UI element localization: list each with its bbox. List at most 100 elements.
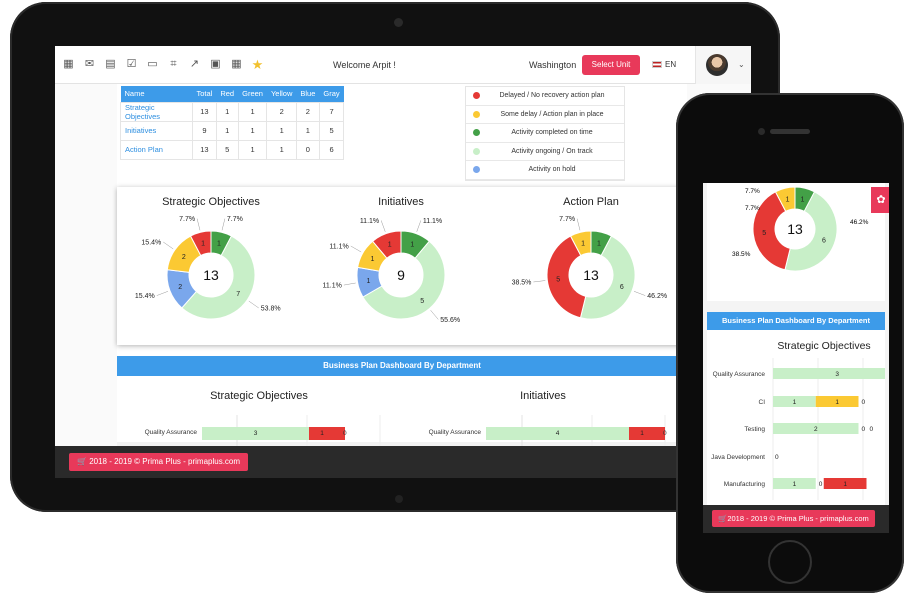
legend-item: Activity completed on time: [466, 124, 624, 143]
col-header: Green: [238, 86, 267, 102]
mail-icon[interactable]: ✉: [84, 58, 95, 70]
bar-segment: [309, 427, 345, 440]
bar-value: 1: [793, 481, 797, 488]
donut-label: 7.7%: [745, 188, 760, 195]
id-card-icon[interactable]: ▤: [105, 58, 116, 70]
slice-value: 1: [597, 240, 601, 247]
dept-label: Testing: [744, 426, 765, 433]
select-unit-button[interactable]: Select Unit: [582, 55, 640, 75]
legend-item: Delayed / No recovery action plan: [466, 87, 624, 106]
label-leader: [576, 218, 581, 231]
donut-slice[interactable]: [784, 191, 838, 272]
donut-slice[interactable]: [372, 230, 402, 259]
dept-chart-title: Initiatives: [520, 390, 566, 402]
star-icon[interactable]: ★: [251, 57, 264, 72]
slice-value: 1: [786, 196, 790, 203]
dept-label: Quality Assurance: [712, 371, 765, 378]
donut-slice[interactable]: [752, 191, 791, 271]
trend-icon[interactable]: ↗: [189, 58, 200, 70]
donut-slice[interactable]: [181, 235, 256, 320]
message-icon[interactable]: ▭: [147, 58, 158, 70]
donut-slice[interactable]: [579, 235, 636, 320]
bar-segment[interactable]: [823, 478, 867, 489]
table-cell: 1: [295, 120, 320, 141]
bar-value: 1: [793, 399, 797, 406]
table-cell: 13: [192, 139, 217, 160]
percent-label: 15.4%: [135, 293, 155, 300]
donut-slice[interactable]: [569, 230, 592, 257]
bar-segment[interactable]: [773, 423, 859, 434]
bar-segment[interactable]: [773, 396, 816, 407]
slice-value: 1: [388, 241, 392, 248]
slice-value: 1: [201, 240, 205, 247]
slice-value: 5: [762, 230, 766, 237]
phone-bar-chart-svg: 3011102000101: [772, 358, 885, 500]
box-icon[interactable]: ▣: [210, 58, 221, 70]
legend-label: Delayed / No recovery action plan: [499, 92, 605, 100]
user-menu[interactable]: ⌄: [695, 46, 751, 84]
avatar[interactable]: [706, 54, 728, 76]
footer-text: 2018 - 2019 © Prima Plus - primaplus.com: [89, 457, 241, 466]
table-cell: 1: [215, 120, 239, 141]
donut-slice[interactable]: [774, 186, 796, 212]
col-header: Red: [216, 86, 239, 102]
legend-item: Activity ongoing / On track: [466, 143, 624, 161]
row-link-strategic-objectives[interactable]: Strategic Objectives: [120, 101, 193, 122]
col-header: Blue: [296, 86, 320, 102]
donut-center-value: 9: [397, 267, 405, 283]
bar-segment[interactable]: [815, 396, 859, 407]
bar-segment[interactable]: [773, 368, 885, 379]
table-cell: 1: [266, 120, 297, 141]
red-dot-icon: [473, 92, 480, 100]
location-text: Washington: [529, 60, 577, 70]
row-link-initiatives[interactable]: Initiatives: [120, 120, 193, 141]
toolbar-icons: ▦ ✉ ▤ ☑ ▭ ⌗ ↗ ▣ ▦ ★: [55, 58, 264, 71]
gear-icon[interactable]: ✿: [871, 187, 889, 213]
donut-slice[interactable]: [362, 240, 446, 320]
cart-icon: 🛒: [718, 514, 728, 523]
department-banner: Business Plan Dashboard By Department: [117, 356, 687, 376]
scan-icon[interactable]: ⌗: [170, 58, 177, 70]
label-leader: [163, 241, 174, 250]
footer-text: 2018 - 2019 © Prima Plus - primaplus.com: [727, 514, 869, 523]
tablet-device: ▦ ✉ ▤ ☑ ▭ ⌗ ↗ ▣ ▦ ★ Welcome Arpit ! Wash…: [10, 2, 780, 512]
phone-chart-title: Strategic Objectives: [777, 340, 871, 352]
calendar-2-icon[interactable]: ▦: [231, 58, 242, 70]
tablet-camera: [394, 18, 403, 27]
language-selector[interactable]: EN: [652, 60, 676, 69]
us-flag-icon: [652, 61, 662, 69]
calendar-icon[interactable]: ▦: [63, 58, 74, 70]
donut-slice[interactable]: [546, 235, 587, 319]
dept-label: Java Development: [711, 454, 765, 461]
bar-value: 4: [555, 430, 560, 437]
checkbox-icon[interactable]: ☑: [126, 58, 137, 70]
chart-title: Strategic Objectives: [162, 196, 260, 208]
bar-segment: [202, 427, 309, 440]
top-navbar: ▦ ✉ ▤ ☑ ▭ ⌗ ↗ ▣ ▦ ★ Welcome Arpit ! Wash…: [55, 46, 751, 84]
label-leader: [156, 291, 169, 296]
col-header: Total: [192, 86, 217, 102]
footer-link[interactable]: 🛒 2018 - 2019 © Prima Plus - primaplus.c…: [69, 453, 249, 471]
phone-footer-link[interactable]: 🛒2018 - 2019 © Prima Plus - primaplus.co…: [712, 510, 875, 527]
chevron-down-icon[interactable]: ⌄: [738, 60, 745, 69]
bar-segment[interactable]: [773, 478, 816, 489]
phone-donut-svg: 1 6 5 1 13: [752, 186, 838, 272]
slice-value: 1: [367, 278, 371, 285]
legend-label: Some delay / Action plan in place: [500, 110, 604, 118]
row-link-action-plan[interactable]: Action Plan: [120, 139, 193, 160]
label-leader: [196, 218, 201, 231]
bar-value: 1: [640, 430, 644, 437]
donut-slice[interactable]: [189, 230, 212, 257]
table-cell: 5: [215, 139, 239, 160]
legend-label: Activity ongoing / On track: [511, 147, 593, 155]
slice-value: 5: [420, 298, 424, 305]
percent-label: 53.8%: [261, 305, 281, 312]
table-row: Action Plan 13 5 1 1 0 6: [120, 139, 345, 160]
label-leader: [533, 280, 546, 283]
percent-label: 55.6%: [440, 317, 460, 324]
bar-value: 0: [862, 399, 866, 406]
bar-value: 1: [843, 481, 847, 488]
bar-value: 0: [870, 426, 874, 433]
phone-home-button[interactable]: [768, 540, 812, 584]
